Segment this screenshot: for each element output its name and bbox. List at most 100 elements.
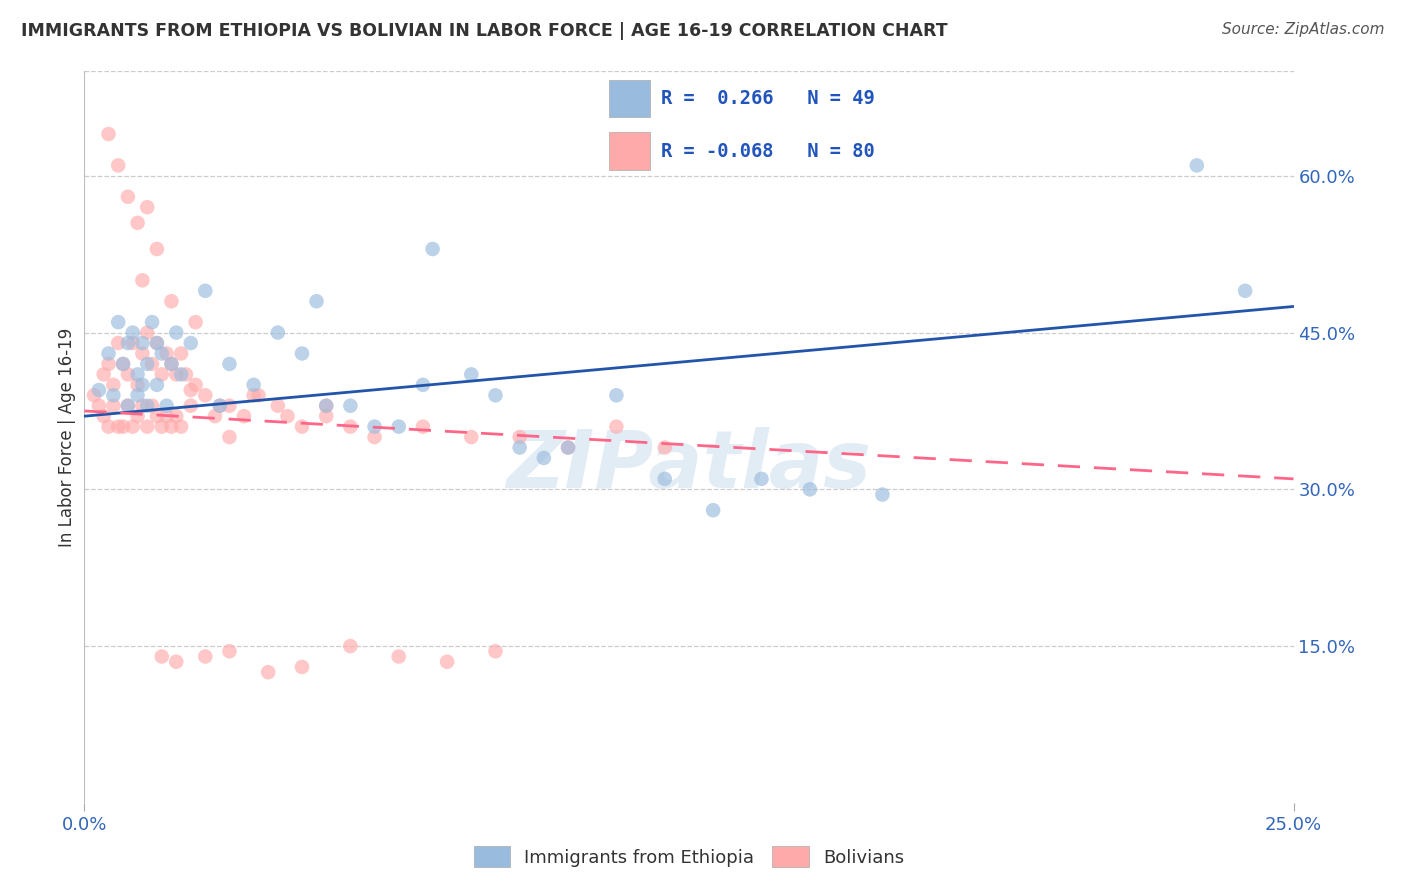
Point	[751, 472, 773, 486]
Point	[121, 336, 143, 351]
Point	[121, 326, 143, 340]
Point	[117, 190, 139, 204]
Point	[436, 655, 458, 669]
Point	[654, 441, 676, 455]
Point	[107, 419, 129, 434]
Point	[180, 399, 202, 413]
Point	[339, 399, 361, 413]
Point	[103, 388, 125, 402]
Point	[93, 368, 115, 382]
Point	[103, 377, 125, 392]
Point	[103, 399, 125, 413]
Point	[136, 200, 159, 214]
Point	[87, 399, 110, 413]
Point	[605, 419, 627, 434]
Point	[136, 399, 159, 413]
Point	[291, 660, 314, 674]
Point	[170, 419, 193, 434]
Point	[557, 441, 579, 455]
Point	[194, 649, 217, 664]
Point	[291, 346, 314, 360]
Point	[1185, 158, 1208, 172]
Point	[150, 649, 173, 664]
Point	[339, 639, 361, 653]
Point	[146, 377, 169, 392]
Point	[460, 430, 482, 444]
Point	[170, 368, 193, 382]
Point	[112, 357, 135, 371]
Point	[242, 377, 264, 392]
Point	[799, 483, 821, 497]
Point	[184, 377, 207, 392]
Point	[180, 336, 202, 351]
Point	[165, 409, 187, 424]
Point	[160, 294, 183, 309]
Bar	[609, 132, 650, 169]
Point	[107, 158, 129, 172]
Point	[339, 419, 361, 434]
Point	[146, 336, 169, 351]
Point	[112, 357, 135, 371]
Point	[218, 399, 240, 413]
Point	[267, 326, 290, 340]
Point	[160, 357, 183, 371]
Point	[127, 368, 149, 382]
Point	[97, 419, 120, 434]
Point	[127, 409, 149, 424]
Point	[141, 315, 163, 329]
Point	[141, 357, 163, 371]
Point	[509, 441, 531, 455]
Point	[557, 441, 579, 455]
Point	[388, 649, 411, 664]
Point	[291, 419, 314, 434]
Point	[146, 242, 169, 256]
Point	[218, 357, 240, 371]
Point	[242, 388, 264, 402]
Point	[165, 326, 187, 340]
Point	[150, 368, 173, 382]
Point	[267, 399, 290, 413]
Point	[155, 399, 177, 413]
Point	[654, 472, 676, 486]
Point	[218, 430, 240, 444]
Point	[422, 242, 444, 256]
Point	[93, 409, 115, 424]
Point	[160, 357, 183, 371]
Point	[83, 388, 105, 402]
Point	[150, 346, 173, 360]
Point	[194, 388, 217, 402]
Point	[305, 294, 328, 309]
Point	[131, 399, 153, 413]
Point	[97, 127, 120, 141]
Point	[702, 503, 724, 517]
Point	[257, 665, 280, 680]
Point	[127, 388, 149, 402]
Point	[412, 377, 434, 392]
Point	[184, 315, 207, 329]
Point	[363, 419, 385, 434]
Point	[315, 409, 337, 424]
Point	[174, 368, 197, 382]
Text: R =  0.266   N = 49: R = 0.266 N = 49	[661, 89, 875, 108]
Point	[165, 655, 187, 669]
Point	[136, 357, 159, 371]
Point	[208, 399, 231, 413]
Point	[121, 419, 143, 434]
Point	[127, 377, 149, 392]
Point	[117, 399, 139, 413]
Point	[97, 346, 120, 360]
Point	[150, 419, 173, 434]
Point	[131, 377, 153, 392]
Point	[131, 346, 153, 360]
Text: R = -0.068   N = 80: R = -0.068 N = 80	[661, 142, 875, 161]
Point	[315, 399, 337, 413]
Point	[155, 409, 177, 424]
Text: Source: ZipAtlas.com: Source: ZipAtlas.com	[1222, 22, 1385, 37]
Point	[1234, 284, 1257, 298]
Point	[131, 273, 153, 287]
Point	[155, 346, 177, 360]
Point	[146, 336, 169, 351]
Point	[194, 284, 217, 298]
Point	[180, 383, 202, 397]
Point	[107, 336, 129, 351]
